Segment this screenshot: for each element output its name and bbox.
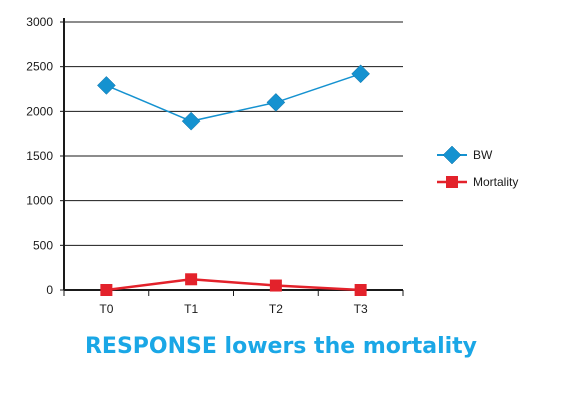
legend-marker-bw [442, 145, 462, 165]
series-line-mortality [106, 278, 361, 292]
legend-item-mortality: Mortality [437, 175, 518, 189]
legend-item-bw: BW [437, 145, 493, 165]
legend-marker-mortality [446, 176, 458, 188]
y-tick-label-2500: 2500 [26, 60, 53, 74]
y-tick-labels: 0 500 1000 1500 2000 2500 3000 [26, 15, 53, 297]
grid-lines [60, 21, 403, 291]
series-line-bw [106, 73, 361, 122]
legend: BW Mortality [437, 145, 518, 189]
y-tick-label-3000: 3000 [26, 15, 53, 29]
line-chart: 0 500 1000 1500 2000 2500 3000 T0 T1 T2 T3 BW Mort… [26, 15, 518, 316]
point-mortality-T3 [354, 284, 367, 296]
legend-label-mortality: Mortality [473, 175, 518, 189]
y-tick-label-1000: 1000 [26, 194, 53, 208]
x-tick-labels: T0 T1 T2 T3 [63, 290, 404, 316]
point-bw-T3 [351, 64, 370, 84]
point-bw-T2 [266, 93, 286, 112]
point-mortality-T0 [100, 284, 113, 296]
legend-label-bw: BW [473, 148, 493, 162]
series-mortality [100, 273, 367, 296]
point-mortality-T2 [269, 279, 282, 292]
y-tick-label-1500: 1500 [26, 149, 53, 163]
series-group [97, 64, 370, 296]
chart-caption: RESPONSE lowers the mortality [84, 334, 478, 359]
point-bw-T1 [181, 111, 201, 131]
y-tick-label-500: 500 [33, 238, 53, 252]
y-tick-label-0: 0 [46, 283, 53, 297]
point-bw-T0 [97, 76, 116, 95]
x-tick-label-T3: T3 [354, 302, 368, 316]
series-bw [97, 64, 370, 131]
axes [63, 18, 403, 291]
point-mortality-T1 [185, 273, 198, 286]
x-tick-label-T2: T2 [269, 302, 283, 316]
x-tick-label-T0: T0 [99, 302, 113, 316]
x-tick-label-T1: T1 [184, 302, 198, 316]
y-tick-label-2000: 2000 [26, 104, 53, 118]
